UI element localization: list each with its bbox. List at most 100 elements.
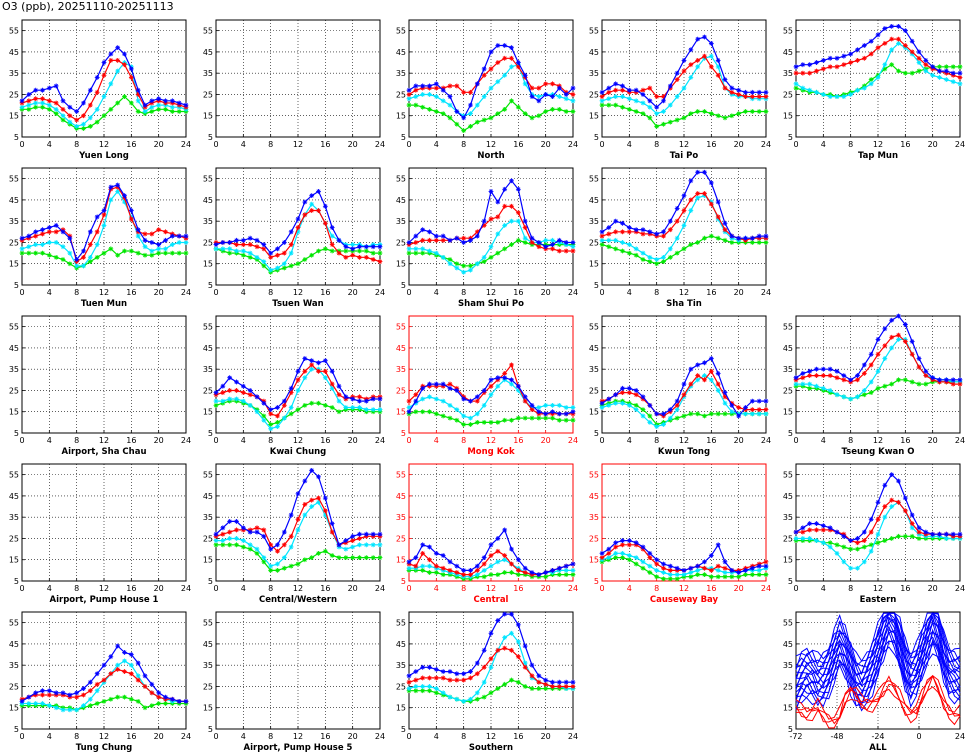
data-point [606, 244, 612, 250]
all-trace [795, 674, 961, 720]
data-point [661, 570, 666, 575]
data-point [563, 248, 569, 254]
data-point [316, 368, 321, 374]
data-point [536, 98, 542, 104]
data-point [26, 694, 32, 700]
data-point [53, 100, 59, 106]
x-tick-label: 20 [541, 436, 551, 445]
data-point [729, 89, 735, 95]
data-point [688, 178, 694, 184]
data-point [275, 405, 280, 410]
data-point [502, 570, 508, 575]
x-tick-label: 0 [793, 436, 798, 445]
data-point [495, 214, 501, 220]
data-point [115, 643, 121, 649]
data-point [702, 377, 707, 383]
data-point [87, 254, 93, 260]
data-point [447, 415, 453, 421]
data-point [749, 407, 755, 412]
data-point [868, 362, 874, 368]
y-tick-label: 55 [396, 27, 406, 36]
data-point [481, 72, 487, 78]
data-point [227, 250, 233, 256]
data-point [667, 119, 673, 125]
data-point [550, 106, 555, 112]
data-point [427, 248, 432, 254]
data-point [149, 104, 155, 110]
data-point [529, 402, 535, 408]
data-point [543, 574, 549, 580]
data-point [406, 87, 412, 93]
data-point [261, 527, 267, 533]
data-point [468, 111, 473, 116]
data-point [495, 79, 501, 85]
data-point [281, 398, 287, 404]
y-tick-label: 45 [203, 196, 213, 205]
data-point [413, 409, 419, 415]
data-point [756, 233, 762, 239]
data-point [633, 392, 639, 398]
data-point [529, 673, 535, 679]
data-point [135, 87, 141, 93]
data-point [640, 544, 646, 550]
data-point [543, 411, 549, 417]
data-point [81, 686, 86, 691]
data-point [736, 87, 742, 93]
x-tick-label: 24 [761, 140, 771, 149]
x-tick-label: 12 [486, 732, 496, 741]
data-point [316, 550, 321, 556]
data-point [433, 396, 439, 402]
data-point [275, 265, 280, 271]
data-point [909, 38, 915, 44]
data-point [309, 467, 315, 473]
y-tick-label: 25 [9, 386, 19, 395]
data-point [163, 701, 168, 706]
data-point [108, 58, 114, 63]
y-tick-label: 15 [396, 704, 406, 713]
x-tick-label: 20 [348, 584, 358, 593]
data-point [556, 94, 562, 99]
data-point [681, 208, 687, 213]
x-tick-label: 8 [461, 584, 466, 593]
data-point [488, 66, 494, 72]
data-point [254, 529, 260, 535]
data-point [943, 68, 949, 74]
data-point [488, 216, 494, 222]
data-point [896, 377, 901, 383]
data-point [468, 415, 473, 421]
data-point [674, 415, 680, 421]
data-point [213, 242, 219, 247]
data-point [536, 240, 542, 245]
y-tick-label: 15 [396, 260, 406, 269]
data-point [814, 521, 819, 526]
data-point [440, 98, 446, 104]
data-point [67, 113, 73, 119]
data-point [916, 68, 922, 74]
data-point [163, 250, 168, 256]
data-point [94, 75, 100, 80]
data-point [427, 83, 432, 89]
x-tick-label: 0 [916, 732, 921, 741]
data-point [220, 398, 226, 404]
data-point [909, 49, 915, 55]
data-point [509, 55, 514, 61]
data-point [481, 254, 487, 260]
data-point [509, 381, 514, 387]
x-tick-label: 8 [74, 436, 79, 445]
data-point [377, 259, 383, 264]
data-point [827, 55, 833, 61]
station-label: Eastern [860, 595, 897, 605]
data-point [916, 60, 922, 65]
x-tick-label: 4 [241, 288, 246, 297]
data-point [855, 536, 860, 541]
data-point [406, 565, 412, 571]
data-point [515, 210, 521, 216]
data-point [599, 102, 605, 108]
data-point [87, 679, 93, 685]
data-point [681, 115, 687, 121]
data-point [889, 381, 895, 387]
data-point [688, 381, 694, 387]
data-point [820, 523, 826, 529]
